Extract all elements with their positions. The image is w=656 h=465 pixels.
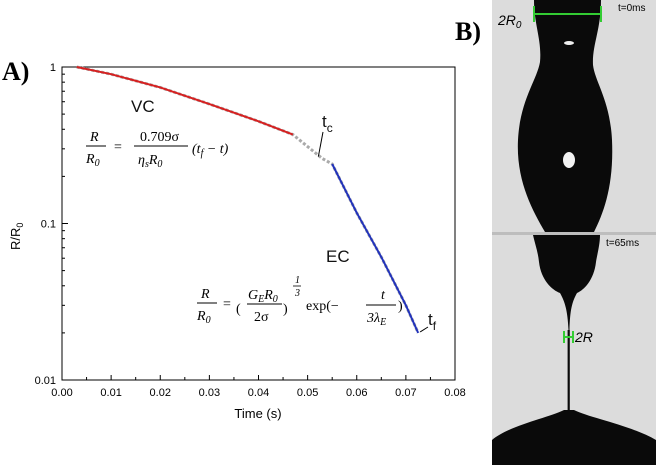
tc-label: tc xyxy=(322,112,333,135)
tf-label-sub: f xyxy=(433,319,437,333)
center-highlight xyxy=(563,152,575,168)
x-tick-label: 0.07 xyxy=(395,387,416,399)
y-axis-title-main: R/R xyxy=(8,228,23,250)
series-layer xyxy=(76,65,420,334)
x-tick-label: 0.08 xyxy=(444,387,465,399)
x-tick-label: 0.03 xyxy=(199,387,220,399)
tf-label-main: t xyxy=(428,310,433,329)
tc-label-main: t xyxy=(322,112,327,131)
series-vc-line xyxy=(76,66,294,136)
vc-lhs-den: R0 xyxy=(85,152,100,169)
filament-thread xyxy=(567,330,570,410)
x-tick-label: 0.02 xyxy=(150,387,171,399)
series-ec-line xyxy=(331,163,420,334)
ec-lhs-den: R0 xyxy=(196,309,211,326)
top-time-label: t=0ms xyxy=(618,3,646,14)
top-scale-bar xyxy=(533,6,602,22)
x-tick-label: 0.06 xyxy=(346,387,367,399)
filament-image: t=0ms t=65ms 2R0 2R xyxy=(492,0,656,465)
vc-den: ηsR0 xyxy=(138,153,162,170)
bottom-scale-label: 2R xyxy=(574,329,593,345)
x-tick-label: 0.05 xyxy=(297,387,318,399)
x-tick-label: 0.00 xyxy=(51,387,72,399)
ec-frac-num: t xyxy=(381,288,386,303)
panel-a-label: A) xyxy=(2,57,29,86)
ec-paren-close: ) xyxy=(283,302,288,317)
plot-frame xyxy=(61,66,456,381)
panel-b-label: B) xyxy=(455,17,481,46)
ec-equals: = xyxy=(223,297,231,312)
drop-bottom-bead xyxy=(533,235,600,293)
y-axis-title-sub: 0 xyxy=(15,223,25,228)
y-axis-title: R/R0 xyxy=(8,223,25,250)
bottom-time-label: t=65ms xyxy=(606,238,639,249)
tf-label: tf xyxy=(428,310,437,333)
drop-reservoir xyxy=(492,410,656,465)
ec-inner-den: 2σ xyxy=(254,310,269,325)
ec-frac-den: 3λE xyxy=(366,311,386,328)
ec-exp-fn: exp(− xyxy=(306,299,339,314)
tf-pointer xyxy=(419,326,429,333)
x-tick-label: 0.01 xyxy=(100,387,121,399)
vc-equals: = xyxy=(114,140,122,155)
ec-lhs-num: R xyxy=(200,287,210,302)
decay-chart: 0.00 0.01 0.02 0.03 0.04 0.05 0.06 0.07 0.08 0.0… xyxy=(8,62,466,421)
frame-separator xyxy=(492,232,656,235)
ec-inner-num: GER0 xyxy=(248,288,278,305)
filament-neck xyxy=(560,293,577,330)
tc-pointer xyxy=(317,131,324,157)
x-axis-ticks: 0.00 0.01 0.02 0.03 0.04 0.05 0.06 0.07 0.08 xyxy=(51,375,466,399)
y-axis-ticks: 0.01 0.1 1 xyxy=(35,62,68,387)
y-tick-label: 0.1 xyxy=(41,219,56,231)
ec-exp-num: 1 xyxy=(295,275,300,286)
vc-equation: R R0 = 0.709σ ηsR0 (tf − t) xyxy=(85,130,229,170)
ec-equation: R R0 = ( GER0 2σ ) 1 3 exp(− t 3λE ) xyxy=(196,275,403,328)
vc-lhs-num: R xyxy=(89,130,99,145)
drop-top xyxy=(517,0,613,232)
ec-paren-open: ( xyxy=(236,302,241,317)
vc-paren: (tf − t) xyxy=(192,142,229,159)
x-axis-title: Time (s) xyxy=(234,406,281,421)
bottom-scale-bar xyxy=(563,331,574,343)
ec-close: ) xyxy=(398,299,403,314)
tc-label-sub: c xyxy=(327,121,333,135)
y-tick-label: 1 xyxy=(50,62,56,74)
ec-regime-label: EC xyxy=(326,247,350,266)
x-tick-label: 0.04 xyxy=(248,387,269,399)
top-scale-label: 2R0 xyxy=(497,12,522,31)
vc-coef: 0.709σ xyxy=(140,130,180,145)
y-tick-label: 0.01 xyxy=(35,375,56,387)
vc-regime-label: VC xyxy=(131,97,155,116)
ec-exp-den: 3 xyxy=(294,288,300,299)
top-highlight xyxy=(564,41,574,45)
